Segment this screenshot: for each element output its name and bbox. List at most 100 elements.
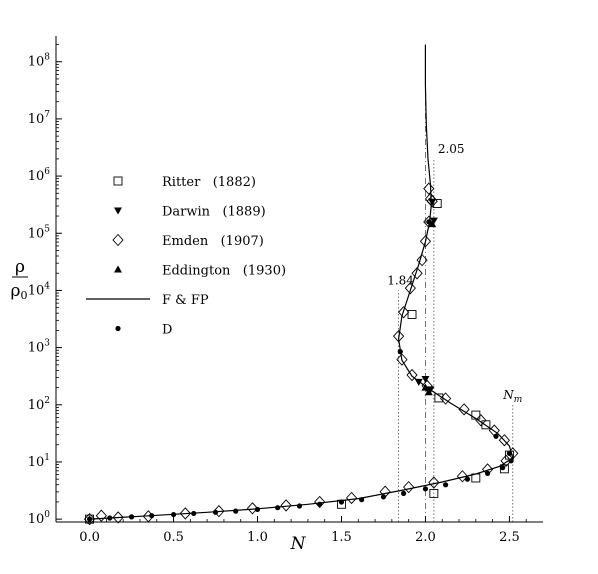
data-point	[416, 253, 428, 267]
data-point	[406, 368, 418, 382]
data-point	[396, 353, 408, 366]
data-point	[149, 513, 155, 519]
axes: 0.0 0.5 1.0 1.5 2.0 2.5 100 101 102 103 104 105 106 1…	[28, 36, 543, 545]
data-point	[500, 465, 506, 471]
x-tick-label: 1.5	[331, 530, 352, 545]
data-point	[179, 507, 191, 520]
data-point	[428, 220, 437, 228]
series-circle	[86, 219, 514, 522]
data-point	[464, 476, 471, 482]
data-point	[403, 480, 415, 494]
legend-marker	[115, 325, 121, 332]
data-point	[296, 503, 303, 509]
data-point	[128, 514, 135, 520]
data-point	[443, 482, 449, 488]
data-point	[456, 470, 469, 483]
data-point	[380, 494, 387, 500]
data-point	[506, 450, 513, 456]
data-point	[254, 506, 261, 513]
series-diamond	[83, 182, 519, 526]
data-point	[429, 488, 439, 498]
y-tick-label: 100	[28, 510, 51, 527]
data-point	[426, 195, 438, 208]
y-tick-label: 101	[28, 453, 50, 470]
y-tick-label: 104	[28, 281, 51, 298]
x-axis-title: N	[290, 534, 307, 554]
data-point	[107, 515, 113, 521]
data-point	[317, 501, 323, 507]
reference-line-label: 2.05	[438, 142, 465, 156]
data-point	[426, 219, 432, 225]
y-tick-label: 108	[28, 53, 51, 70]
x-tick-label: 2.5	[499, 530, 520, 545]
data-point	[493, 433, 499, 439]
y-tick-label: 106	[28, 167, 51, 184]
series-line	[89, 44, 514, 520]
x-tick-label: 0.0	[79, 530, 100, 545]
legend-marker	[114, 265, 122, 273]
x-tick-label: 0.5	[163, 530, 184, 545]
x-tick-label: 1.0	[247, 530, 268, 545]
legend-entry: Emden (1907)	[162, 234, 264, 249]
y-tick-label: 102	[28, 396, 50, 413]
data-point	[428, 476, 440, 489]
data-point	[212, 509, 219, 515]
data-point	[404, 281, 416, 295]
data-point	[83, 512, 96, 526]
data-point	[338, 499, 345, 505]
data-point	[314, 495, 326, 509]
data-point	[422, 486, 429, 492]
data-point	[498, 434, 510, 447]
data-point	[359, 497, 365, 503]
series-triangle-up	[421, 220, 437, 396]
data-point	[458, 403, 470, 416]
data-point	[95, 509, 107, 522]
data-point	[112, 511, 124, 524]
data-point	[439, 392, 452, 405]
data-point	[419, 235, 432, 248]
data-point	[280, 499, 292, 512]
data-point	[411, 267, 423, 280]
legend-marker	[112, 233, 124, 247]
reference-lines: 1.84 2.05 Nm	[387, 44, 522, 522]
legend-entry: D	[162, 323, 172, 338]
series-line	[89, 44, 514, 520]
data-point	[508, 458, 514, 464]
data-point	[170, 511, 177, 518]
data-series	[83, 44, 519, 526]
y-tick-label: 105	[28, 224, 51, 241]
x-tick-label: 2.0	[415, 530, 436, 545]
data-point	[397, 349, 403, 355]
legend: Ritter (1882) Darwin (1889) Emden (1907) Ed…	[86, 175, 286, 338]
data-point	[421, 383, 430, 391]
data-point	[414, 378, 423, 386]
data-point	[275, 505, 281, 511]
y-axis-title-denominator: ρ0	[11, 281, 28, 302]
data-point	[421, 376, 430, 384]
legend-marker	[113, 176, 123, 186]
legend-entry: F & FP	[162, 293, 209, 308]
data-point	[191, 510, 197, 517]
data-point	[475, 414, 487, 427]
legend-marker	[114, 207, 122, 215]
legend-entry: Ritter (1882)	[162, 175, 256, 190]
data-point	[213, 504, 225, 518]
data-point	[484, 470, 491, 476]
axis-labels: N ρ ρ0	[11, 257, 307, 554]
data-point	[345, 491, 358, 505]
data-point	[233, 508, 239, 514]
y-axis-title: ρ ρ0	[11, 257, 28, 302]
data-point	[398, 305, 410, 319]
legend-entry: Darwin (1889)	[162, 205, 266, 220]
data-point	[423, 182, 435, 195]
y-tick-label: 103	[28, 339, 51, 356]
reference-line-label: Nm	[502, 388, 522, 405]
y-tick-label: 107	[28, 110, 51, 127]
data-point	[424, 388, 433, 396]
data-point	[401, 490, 407, 497]
y-axis-title-numerator: ρ	[15, 257, 25, 277]
series-square	[85, 199, 514, 524]
data-point	[407, 309, 417, 319]
legend-entry: Eddington (1930)	[162, 264, 286, 279]
